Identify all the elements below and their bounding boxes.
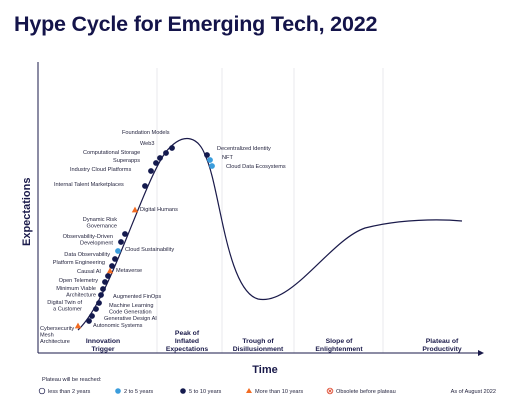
point-computational-storage [157, 155, 163, 161]
label-platform-engineering: Platform Engineering [53, 260, 105, 266]
label-data-observability: Data Observability [64, 252, 110, 258]
phase-labels: Innovation Trigger Peak of Inflated Expectat… [86, 330, 462, 353]
point-dynamic-risk-governance [122, 231, 128, 237]
point-decentralized-identity [204, 152, 210, 158]
legend-label-lt2: less than 2 years [48, 389, 90, 395]
label-cybersecurity-mesh-architecture: Cybersecurity Mesh Architecture [40, 326, 74, 345]
label-superapps: Superapps [113, 158, 140, 164]
point-digital-twin-of-a-customer [96, 300, 102, 306]
legend-marker-2to5 [115, 388, 121, 394]
point-web3 [163, 150, 169, 156]
point-machine-learning-code-generation [93, 306, 99, 312]
legend-marker-gt10 [246, 388, 252, 393]
point-open-telemetry [102, 279, 108, 285]
label-autonomic-systems: Autonomic Systems [93, 323, 143, 329]
point-metaverse [106, 267, 114, 274]
point-foundation-models [169, 145, 175, 151]
y-axis-label: Expectations [21, 178, 33, 246]
point-autonomic-systems [86, 318, 92, 324]
legend-label-gt10: More than 10 years [255, 389, 303, 395]
legend-label-2to5: 2 to 5 years [124, 389, 153, 395]
phase-dividers [156, 68, 384, 353]
point-internal-talent-marketplaces [142, 183, 148, 189]
legend-marker-5to10 [180, 388, 186, 394]
x-axis-label: Time [252, 364, 277, 376]
legend: Plateau will be reached: less than 2 year… [38, 377, 496, 395]
point-data-observability [112, 256, 118, 262]
label-nft: NFT [222, 155, 233, 161]
label-generative-design-ai: Generative Design AI [104, 316, 157, 322]
label-foundation-models: Foundation Models [122, 130, 170, 136]
label-machine-learning-code-generation: Machine Learning Code Generation [109, 303, 153, 315]
label-augmented-finops: Augmented FinOps [113, 294, 161, 300]
point-digital-humans [131, 206, 139, 213]
point-generative-design-ai [89, 313, 95, 319]
label-cloud-data-ecosystems: Cloud Data Ecosystems [226, 164, 286, 170]
label-causal-ai: Causal AI [77, 269, 101, 275]
point-cloud-data-ecosystems [209, 163, 215, 169]
label-digital-twin-of-a-customer: Digital Twin of a Customer [47, 300, 82, 312]
point-superapps [153, 160, 159, 166]
label-metaverse: Metaverse [116, 268, 142, 274]
footnote: As of August 2022 [451, 389, 496, 395]
label-decentralized-identity: Decentralized Identity [217, 146, 271, 152]
phase-label-slope-of-enlightenment: Slope of Enlightenment [315, 338, 363, 353]
legend-marker-lt2 [38, 387, 46, 395]
point-cloud-sustainability [115, 248, 121, 254]
phase-label-innovation-trigger: Innovation Trigger [86, 338, 120, 353]
label-web3: Web3 [140, 141, 155, 147]
phase-label-trough-of-disillusionment: Trough of Disillusionment [233, 338, 284, 353]
label-minimum-viable-architecture: Minimum Viable Architecture [56, 286, 96, 298]
point-minimum-viable-architecture [100, 286, 106, 292]
point-causal-ai [105, 273, 111, 279]
legend-label-5to10: 5 to 10 years [189, 389, 222, 395]
label-dynamic-risk-governance: Dynamic Risk Governance [83, 217, 117, 229]
hype-curve [77, 138, 463, 331]
label-digital-humans: Digital Humans [140, 207, 178, 213]
label-computational-storage: Computational Storage [83, 150, 140, 156]
label-industry-cloud-platforms: Industry Cloud Platforms [70, 167, 131, 173]
label-cloud-sustainability: Cloud Sustainability [125, 247, 174, 253]
chart-title: Hype Cycle for Emerging Tech, 2022 [14, 12, 378, 36]
label-internal-talent-marketplaces: Internal Talent Marketplaces [54, 182, 124, 188]
label-open-telemetry: Open Telemetry [59, 278, 99, 284]
point-observability-driven-development [118, 239, 124, 245]
point-nft [207, 157, 213, 163]
phase-label-plateau-of-productivity: Plateau of Productivity [422, 338, 461, 353]
legend-title: Plateau will be reached: [42, 377, 102, 383]
label-observability-driven-development: Observability-Driven Development [63, 234, 114, 246]
phase-label-peak-of-inflated-expectations: Peak of Inflated Expectations [166, 330, 209, 353]
axes [37, 62, 484, 356]
point-industry-cloud-platforms [148, 168, 154, 174]
point-cybersecurity-mesh-architecture [74, 322, 82, 329]
point-augmented-finops [98, 292, 104, 298]
obsolete-x-icon [328, 389, 332, 393]
legend-label-obsolete: Obsolete before plateau [336, 389, 396, 395]
x-axis-arrow [478, 350, 484, 356]
point-platform-engineering [109, 263, 115, 269]
